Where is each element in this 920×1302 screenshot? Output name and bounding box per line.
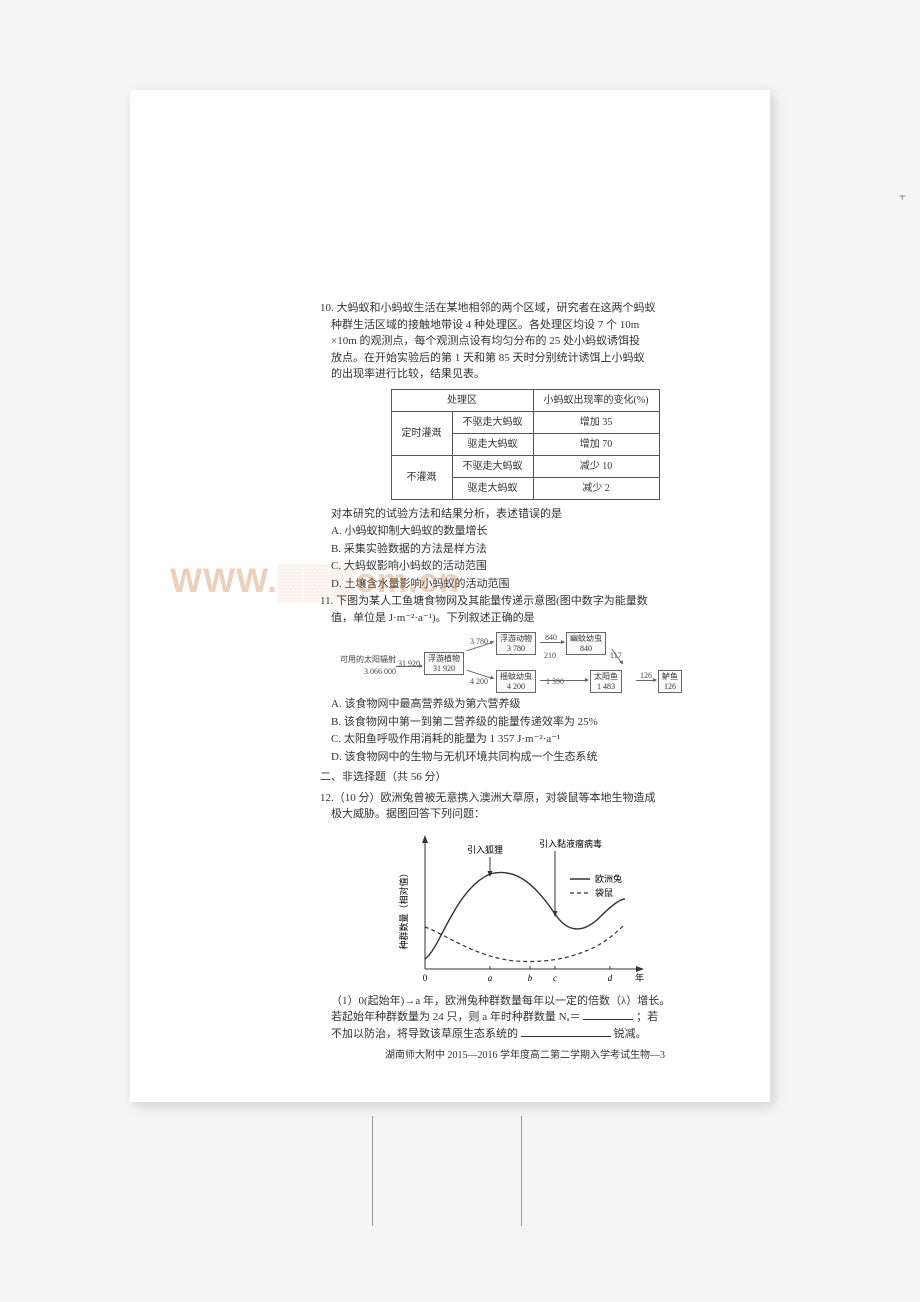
- exam-page: WWW.▓▓▓om.cn 10. 大蚂蚁和小蚂蚁生活在某地相邻的两个区域，研究者…: [130, 90, 770, 1102]
- bass-val: 126: [664, 682, 676, 691]
- edge-sun-plants: 31 920: [398, 658, 420, 670]
- q10-stem: 10. 大蚂蚁和小蚂蚁生活在某地相邻的两个区域，研究者在这两个蚂蚁 种群生活区域…: [320, 300, 730, 383]
- bass-name: 鲈鱼: [662, 672, 678, 681]
- q10-line-3: ×10m 的观测点，每个观测点设有均匀分布的 25 处小蚂蚁诱饵投: [320, 333, 730, 350]
- kangaroo-curve: [425, 924, 625, 961]
- sun-label: 可用的太阳辐射: [340, 655, 396, 664]
- plants-name: 浮游植物: [428, 654, 460, 663]
- sun-value: 3 066 000: [364, 667, 396, 676]
- rabbit-curve: [425, 872, 625, 959]
- q10-line-5: 的出现率进行比较，结果见表。: [320, 366, 730, 383]
- q10-group-1: 定时灌溉: [391, 411, 452, 455]
- q12-p1-a: （1）0(起始年)→a 年，欧洲兔种群数量每年以一定的倍数（λ）增长。: [331, 995, 670, 1007]
- edge-plants-benth: 4 200: [470, 676, 488, 688]
- benth-val: 4 200: [507, 682, 525, 691]
- q12-stem: 12.（10 分）欧洲兔曾被无意携入澳洲大草原，对袋鼠等本地生物造成 极大威胁。…: [320, 790, 730, 823]
- y-axis-label: 种群数量（相对值）: [398, 868, 409, 949]
- q10-r1-c: 不驱走大蚂蚁: [452, 411, 533, 433]
- q10-r3-v: 减少 10: [533, 455, 659, 477]
- annotation-fox: 引入狐狸: [467, 844, 503, 855]
- q12-part1: （1）0(起始年)→a 年，欧洲兔种群数量每年以一定的倍数（λ）增长。 若起始年…: [320, 993, 730, 1043]
- section-2-header: 二、非选择题（共 56 分）: [320, 769, 730, 786]
- q10-line-2: 种群生活区域的接触地带设 4 种处理区。各处理区均设 7 个 10m: [320, 317, 730, 334]
- q10-table: 处理区 小蚂蚁出现率的变化(%) 定时灌溉 不驱走大蚂蚁 增加 35 驱走大蚂蚁…: [391, 389, 660, 500]
- q12-p1-b: 若起始年种群数量为 24 只，则 a 年时种群数量 Nₐ＝: [331, 1011, 581, 1023]
- legend-kangaroo: 袋鼠: [595, 887, 613, 898]
- stray-frame: [372, 1116, 522, 1226]
- edge-benth-sun: 1 390: [546, 676, 564, 688]
- q10-opt-a: A. 小蚂蚁抑制大蚂蚁的数量增长: [331, 523, 730, 540]
- q10-r4-c: 驱走大蚂蚁: [452, 477, 533, 499]
- q10-line-1: 10. 大蚂蚁和小蚂蚁生活在某地相邻的两个区域，研究者在这两个蚂蚁: [320, 300, 730, 317]
- q12-p1-e: 锐减。: [614, 1028, 647, 1040]
- svg-text:d: d: [608, 973, 613, 983]
- svg-text:年: 年: [635, 972, 644, 983]
- annotation-virus: 引入黏液瘤病毒: [539, 838, 602, 849]
- q10-opt-b: B. 采集实验数据的方法是样方法: [331, 541, 730, 558]
- q11-opt-c: C. 太阳鱼呼吸作用消耗的能量为 1 357 J·m⁻²·a⁻¹: [331, 731, 730, 748]
- q12-population-chart: 种群数量（相对值） 0 a b c d 年 引入狐狸 引入黏液瘤病毒: [395, 829, 655, 989]
- plants-val: 31 920: [433, 664, 455, 673]
- q10-col-header-2: 小蚂蚁出现率的变化(%): [533, 389, 659, 411]
- q10-r1-v: 增加 35: [533, 411, 659, 433]
- q12-line-1: 12.（10 分）欧洲兔曾被无意携入澳洲大草原，对袋鼠等本地生物造成: [320, 790, 730, 807]
- svg-text:c: c: [553, 973, 557, 983]
- watermark-right: om.cn: [355, 562, 460, 600]
- sunfish-val: 1 483: [597, 682, 615, 691]
- q10-r2-v: 增加 70: [533, 433, 659, 455]
- svg-text:b: b: [528, 973, 533, 983]
- larvae-val: 840: [580, 644, 592, 653]
- benth-name: 摇蚊幼虫: [500, 672, 532, 681]
- svg-text:a: a: [488, 973, 493, 983]
- larvae-name: 幽蚊幼虫: [570, 634, 602, 643]
- edge-zoopl-sun: 210: [544, 650, 556, 662]
- q12-line-2: 极大威胁。据图回答下列问题：: [320, 806, 730, 823]
- page-footer: 湖南师大附中 2015—2016 学年度高二第二学期入学考试生物—3: [320, 1048, 730, 1063]
- watermark-left: WWW.: [170, 562, 278, 600]
- q11-options: A. 该食物网中最高营养级为第六营养级 B. 该食物网中第一到第二营养级的能量传…: [320, 696, 730, 765]
- page-corner-mark: ᠇: [899, 184, 906, 205]
- q11-food-web-diagram: 可用的太阳辐射 3 066 000 31 920 浮游植物 31 920 3 7…: [340, 632, 710, 692]
- q10-group-2: 不灌溉: [391, 455, 452, 499]
- q10-line-4: 放点。在开始实验后的第 1 天和第 85 天时分别统计诱饵上小蚂蚁: [320, 350, 730, 367]
- sunfish-name: 太阳鱼: [594, 672, 618, 681]
- q10-post: 对本研究的试验方法和结果分析，表述错误的是: [320, 506, 730, 523]
- legend-rabbit: 欧洲兔: [595, 873, 622, 884]
- blank-2[interactable]: [521, 1027, 611, 1037]
- watermark: WWW.▓▓▓om.cn: [170, 556, 460, 607]
- zoopl-val: 3 780: [507, 644, 525, 653]
- q12-p1-c: ；若: [636, 1011, 658, 1023]
- q11-line-2: 值，单位是 J·m⁻²·a⁻¹)。下列叙述正确的是: [320, 610, 730, 627]
- q11-opt-d: D. 该食物网中的生物与无机环境共同构成一个生态系统: [331, 749, 730, 766]
- q11-opt-b: B. 该食物网中第一到第二营养级的能量传递效率为 25%: [331, 714, 730, 731]
- blank-1[interactable]: [583, 1010, 633, 1020]
- svg-text:0: 0: [423, 973, 428, 983]
- q10-r2-c: 驱走大蚂蚁: [452, 433, 533, 455]
- q10-col-header-1: 处理区: [391, 389, 533, 411]
- q11-opt-a: A. 该食物网中最高营养级为第六营养级: [331, 696, 730, 713]
- q10-r4-v: 减少 2: [533, 477, 659, 499]
- q10-r3-c: 不驱走大蚂蚁: [452, 455, 533, 477]
- q12-p1-d: 不加以防治，将导致该草原生态系统的: [331, 1028, 518, 1040]
- zoopl-name: 浮游动物: [500, 634, 532, 643]
